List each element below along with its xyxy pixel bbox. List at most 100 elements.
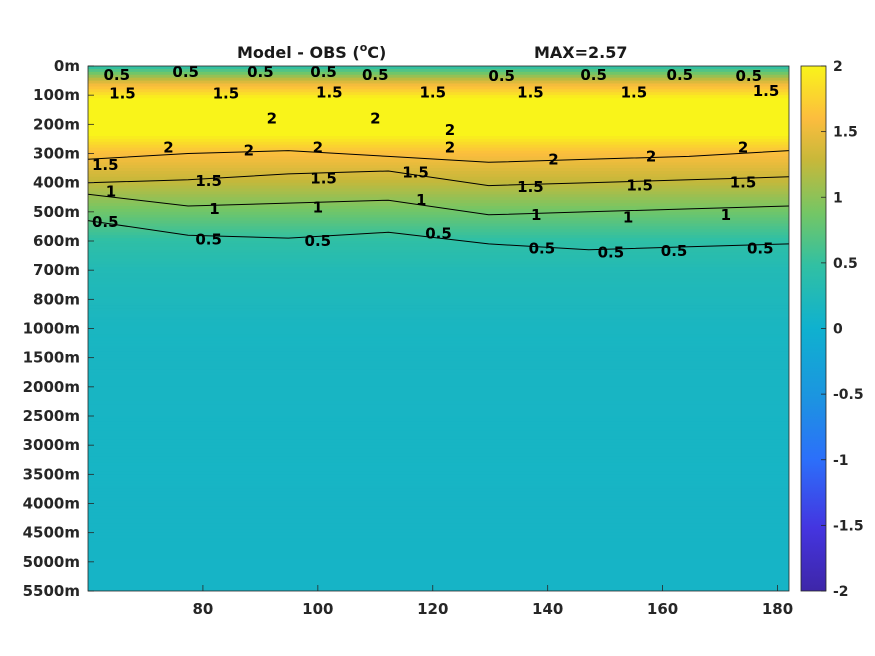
heatmap-cell xyxy=(88,258,789,263)
heatmap-cell xyxy=(88,255,789,260)
heatmap-cell xyxy=(88,171,789,175)
heatmap-cell xyxy=(88,159,789,163)
heatmap-cell xyxy=(88,354,789,359)
heatmap-cell xyxy=(88,89,789,93)
contour-label: 0.5 xyxy=(362,66,389,84)
contour-label: 0.5 xyxy=(488,67,515,85)
contour-label: 0.5 xyxy=(172,63,199,81)
heatmap-cell xyxy=(88,95,789,99)
heatmap-cell xyxy=(88,512,789,516)
heatmap-cell xyxy=(88,448,789,452)
heatmap-cell xyxy=(88,270,789,274)
contour-label: 1.5 xyxy=(517,178,544,196)
heatmap-cell xyxy=(88,246,789,251)
x-tick-label: 160 xyxy=(647,600,678,618)
heatmap-cell xyxy=(88,337,789,341)
heatmap-cell xyxy=(88,474,789,478)
contour-label: 1 xyxy=(623,209,633,227)
heatmap-cell xyxy=(88,500,789,505)
heatmap-cell xyxy=(88,83,789,88)
x-tick-label: 100 xyxy=(302,600,333,618)
heatmap-cell xyxy=(88,162,789,166)
contour-lines xyxy=(88,150,789,251)
contour-label: 1.5 xyxy=(195,172,222,190)
heatmap-cell xyxy=(88,378,789,382)
heatmap-cell xyxy=(88,124,789,128)
heatmap-cell xyxy=(88,150,789,155)
heatmap-cell xyxy=(88,313,789,318)
heatmap-cell xyxy=(88,486,789,490)
heatmap-cell xyxy=(88,331,789,335)
heatmap-cell xyxy=(88,395,789,400)
heatmap-cell xyxy=(88,267,789,271)
heatmap-cell xyxy=(88,133,789,137)
max-label: MAX=2.57 xyxy=(534,43,628,62)
heatmap-cell xyxy=(88,451,789,455)
heatmap-cell xyxy=(88,413,789,417)
contour-label: 0.5 xyxy=(247,63,274,81)
heatmap-cell xyxy=(88,173,789,178)
heatmap-cell xyxy=(88,477,789,481)
heatmap-cell xyxy=(88,541,789,545)
heatmap-cell xyxy=(88,427,789,432)
heatmap-cell xyxy=(88,118,789,123)
contour-label: 1 xyxy=(531,206,541,224)
heatmap-cell xyxy=(88,115,789,120)
heatmap-cell xyxy=(88,311,789,315)
heatmap-cell xyxy=(88,591,789,595)
heatmap-cell xyxy=(88,191,789,195)
contour-labels: 0.5 0.5 0.5 0.5 0.5 0.5 0.5 0.5 0.51.5 1.5 1.5 1.5 1… xyxy=(92,63,779,262)
heatmap-cell xyxy=(88,101,789,105)
heatmap-cell xyxy=(88,375,789,379)
heatmap-cell xyxy=(88,290,789,295)
heatmap-cell xyxy=(88,112,789,117)
contour-label: 1 xyxy=(106,182,116,200)
heatmap-cell xyxy=(88,109,789,114)
y-tick-label: 0m xyxy=(54,57,80,75)
colorbar-tick-label: 2 xyxy=(833,59,843,75)
heatmap-cell xyxy=(88,553,789,557)
heatmap-cell xyxy=(88,410,789,414)
heatmap-cell xyxy=(88,564,789,569)
x-tick-label: 120 xyxy=(417,600,448,618)
contour-label: 1.5 xyxy=(92,156,119,174)
heatmap-cell xyxy=(88,523,789,528)
heatmap-rows xyxy=(88,66,789,595)
heatmap-cell xyxy=(88,130,789,134)
heatmap-cell xyxy=(88,462,789,467)
heatmap-cell xyxy=(88,433,789,438)
y-tick-label: 600m xyxy=(33,232,80,250)
heatmap-cell xyxy=(88,278,789,283)
heatmap-cell xyxy=(88,483,789,487)
heatmap-cell xyxy=(88,363,789,368)
x-tick-label: 180 xyxy=(762,600,793,618)
heatmap-cell xyxy=(88,322,789,327)
heatmap-cell xyxy=(88,136,789,140)
heatmap-area: 0.5 0.5 0.5 0.5 0.5 0.5 0.5 0.5 0.51.5 1.5 1.5 1.5 1… xyxy=(88,63,789,595)
heatmap-cell xyxy=(88,229,789,233)
heatmap-cell xyxy=(88,547,789,551)
contour-line xyxy=(88,193,789,216)
heatmap-cell xyxy=(88,518,789,522)
heatmap-cell xyxy=(88,223,789,228)
heatmap-cell xyxy=(88,232,789,236)
heatmap-cell xyxy=(88,416,789,420)
contour-label: 1.5 xyxy=(419,83,446,101)
y-tick-label: 400m xyxy=(33,174,80,192)
heatmap-cell xyxy=(88,465,789,470)
heatmap-cell xyxy=(88,503,789,508)
heatmap-cell xyxy=(88,538,789,543)
contour-label: 1 xyxy=(416,191,426,209)
heatmap-cell xyxy=(88,305,789,309)
heatmap-cell xyxy=(88,235,789,239)
contour-label: 1.5 xyxy=(730,174,757,192)
heatmap-cell xyxy=(88,276,789,280)
heatmap-cell xyxy=(88,217,789,222)
heatmap-cell xyxy=(88,558,789,563)
heatmap-cell xyxy=(88,582,789,586)
contour-line xyxy=(88,170,789,187)
y-tick-label: 5000m xyxy=(23,553,80,571)
heatmap-cell xyxy=(88,369,789,373)
heatmap-cell xyxy=(88,264,789,268)
heatmap-cell xyxy=(88,585,789,589)
